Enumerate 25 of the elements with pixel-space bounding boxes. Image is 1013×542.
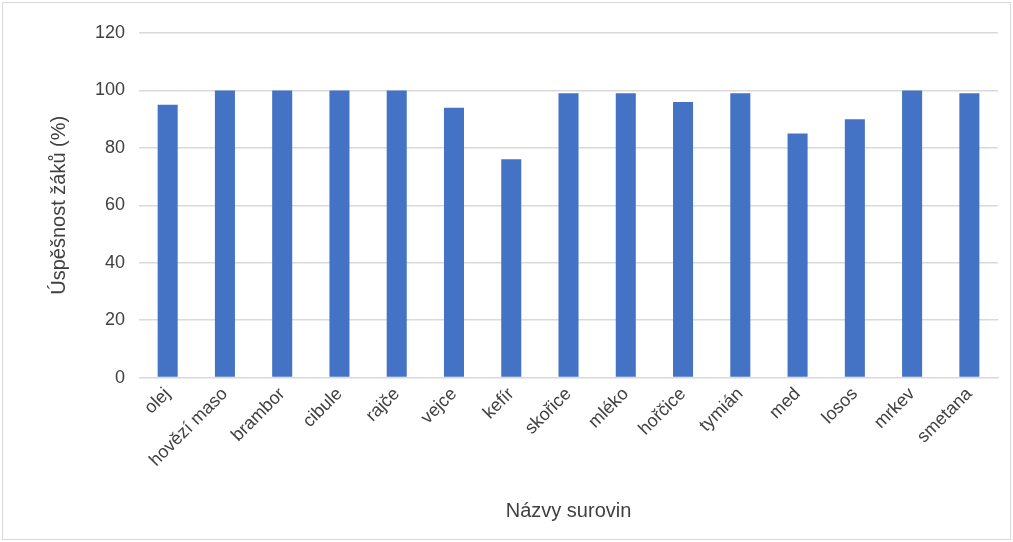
bar xyxy=(844,119,865,377)
bar xyxy=(787,133,808,377)
bar xyxy=(615,93,636,377)
y-axis-title: Úspěšnost žáků (%) xyxy=(46,115,69,295)
y-tick-label: 60 xyxy=(105,194,126,215)
bar xyxy=(329,90,350,377)
y-tick-label: 40 xyxy=(105,251,126,272)
y-tick-label: 20 xyxy=(105,309,126,330)
bar xyxy=(959,93,980,377)
bar xyxy=(157,104,178,377)
x-axis-title: Názvy surovin xyxy=(505,498,632,521)
x-tick-label: olej xyxy=(140,383,175,418)
bar xyxy=(902,90,923,377)
y-tick-label: 100 xyxy=(94,79,126,100)
y-tick-label: 80 xyxy=(105,136,126,157)
y-tick-label: 120 xyxy=(94,21,126,42)
bar xyxy=(673,101,694,377)
bar xyxy=(272,90,293,377)
bar xyxy=(443,107,465,377)
bar xyxy=(386,90,407,377)
bar xyxy=(214,90,235,377)
bar xyxy=(730,93,751,377)
bar xyxy=(501,159,522,377)
y-tick-label: 0 xyxy=(115,366,126,387)
bar xyxy=(558,93,579,377)
